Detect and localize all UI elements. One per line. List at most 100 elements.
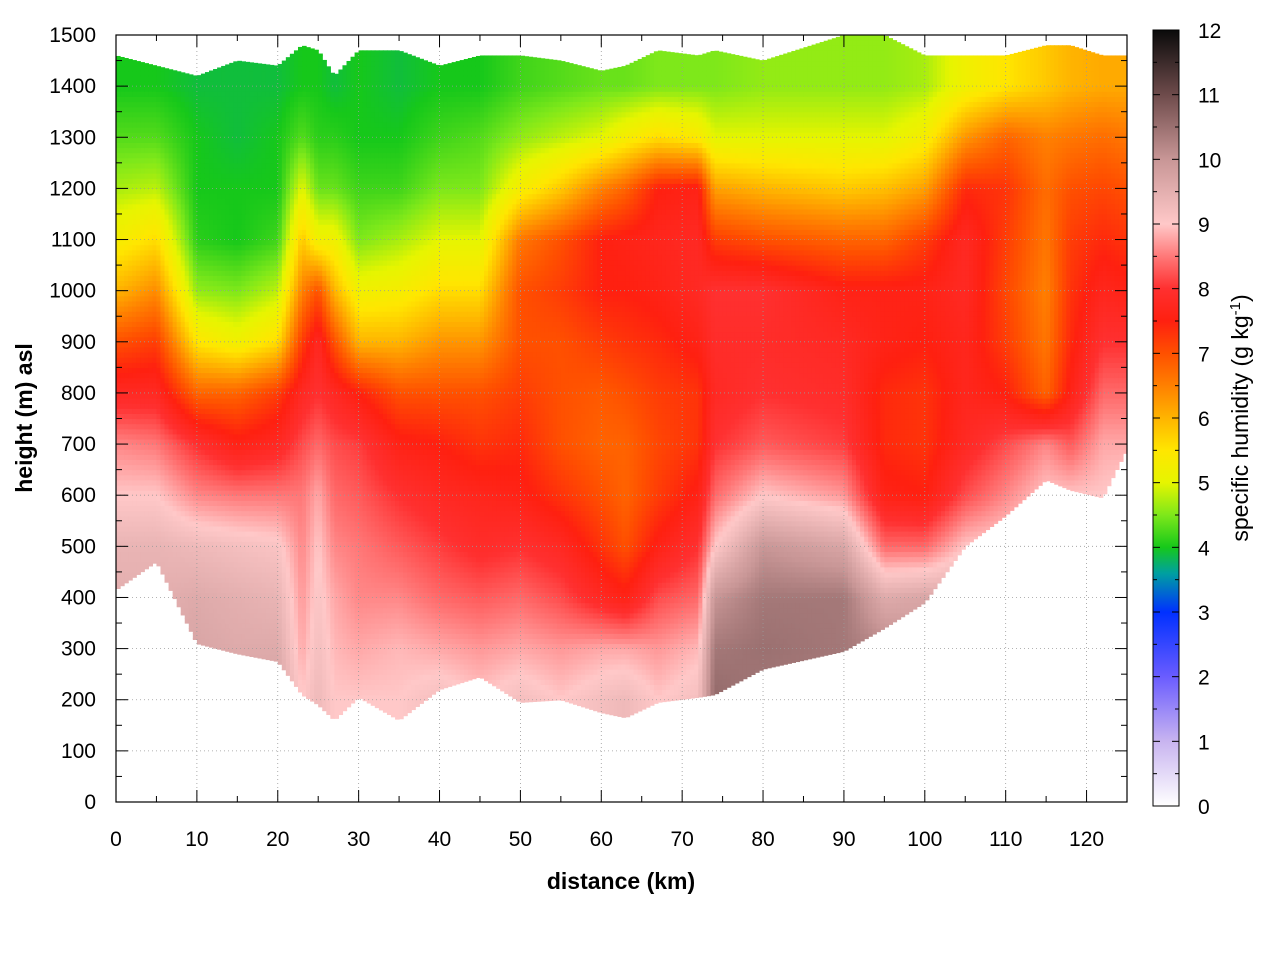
heatmap-cell [116, 183, 121, 189]
heatmap-cell [253, 81, 259, 87]
heatmap-cell [128, 203, 133, 210]
heatmap-cell [148, 382, 153, 389]
heatmap-cell [221, 157, 226, 164]
heatmap-cell [200, 392, 206, 399]
heatmap-cell [253, 290, 259, 297]
heatmap-cell [209, 183, 214, 189]
heatmap-cell [204, 413, 210, 420]
heatmap-cell [172, 577, 178, 583]
heatmap-cell [140, 132, 145, 138]
heatmap-cell [225, 628, 230, 634]
heatmap-cell [148, 428, 153, 435]
heatmap-cell [192, 111, 198, 118]
heatmap-cell [120, 65, 125, 72]
heatmap-cell [249, 525, 255, 532]
heatmap-cell [237, 484, 242, 491]
heatmap-cell [241, 561, 246, 568]
heatmap-cell [293, 75, 299, 82]
heatmap-cell [164, 423, 170, 430]
heatmap-cell [196, 116, 202, 123]
heatmap-cell [156, 341, 162, 348]
heatmap-cell [192, 520, 198, 527]
heatmap-cell [257, 520, 263, 527]
heatmap-cell [116, 275, 121, 282]
heatmap-cell [229, 137, 234, 143]
heatmap-cell [269, 70, 275, 77]
heatmap-cell [253, 587, 259, 593]
heatmap-cell [241, 474, 246, 481]
heatmap-cell [213, 275, 218, 282]
heatmap-cell [196, 428, 202, 435]
heatmap-cell [229, 382, 234, 389]
heatmap-cell [132, 505, 137, 512]
heatmap-cell [144, 70, 149, 77]
heatmap-cell [217, 173, 222, 179]
heatmap-cell [180, 106, 186, 113]
heatmap-cell [192, 331, 198, 338]
heatmap-cell [164, 193, 170, 200]
heatmap-cell [188, 536, 194, 542]
heatmap-cell [180, 254, 186, 261]
heatmap-cell [168, 362, 174, 368]
heatmap-cell [192, 582, 198, 588]
heatmap-cell [217, 341, 222, 348]
heatmap-cell [273, 239, 279, 246]
heatmap-cell [237, 321, 242, 328]
heatmap-cell [204, 208, 210, 215]
heatmap-cell [213, 459, 218, 466]
heatmap-cell [217, 530, 222, 537]
heatmap-cell [120, 106, 125, 113]
heatmap-cell [200, 224, 206, 230]
heatmap-cell [221, 203, 226, 210]
heatmap-cell [200, 249, 206, 256]
heatmap-cell [136, 418, 141, 425]
heatmap-cell [217, 326, 222, 333]
heatmap-cell [140, 147, 145, 154]
heatmap-cell [140, 392, 145, 399]
heatmap-cell [265, 413, 271, 420]
heatmap-cell [245, 132, 251, 138]
heatmap-cell [196, 536, 202, 542]
heatmap-cell [128, 418, 133, 425]
heatmap-cell [245, 444, 251, 450]
heatmap-cell [116, 326, 121, 333]
heatmap-cell [200, 111, 206, 118]
heatmap-cell [261, 65, 267, 72]
heatmap-cell [136, 500, 141, 507]
heatmap-cell [192, 638, 198, 640]
heatmap-cell [293, 259, 299, 266]
heatmap-cell [293, 679, 299, 685]
heatmap-cell [233, 157, 238, 164]
heatmap-cell [140, 198, 145, 205]
heatmap-cell [233, 367, 238, 374]
heatmap-cell [116, 234, 121, 241]
heatmap-cell [192, 566, 198, 573]
heatmap-cell [233, 280, 238, 287]
heatmap-cell [245, 137, 251, 143]
heatmap-cell [124, 91, 129, 97]
heatmap-cell [289, 101, 295, 108]
heatmap-cell [128, 111, 133, 118]
heatmap-cell [116, 152, 121, 159]
heatmap-cell [229, 454, 234, 460]
heatmap-cell [120, 387, 125, 394]
heatmap-cell [273, 515, 279, 522]
heatmap-cell [265, 229, 271, 236]
heatmap-cell [265, 321, 271, 328]
heatmap-cell [277, 178, 283, 184]
heatmap-cell [249, 249, 255, 256]
heatmap-cell [241, 444, 246, 450]
heatmap-cell [188, 418, 194, 425]
heatmap-cell [281, 633, 287, 639]
heatmap-cell [140, 423, 145, 430]
heatmap-cell [160, 147, 166, 154]
heatmap-cell [116, 127, 121, 133]
heatmap-cell [289, 96, 295, 103]
heatmap-cell [237, 587, 242, 593]
heatmap-cell [196, 602, 202, 609]
heatmap-cell [245, 352, 251, 358]
heatmap-cell [136, 464, 141, 471]
heatmap-cell [200, 121, 206, 128]
heatmap-cell [249, 469, 255, 476]
heatmap-cell [176, 336, 182, 343]
